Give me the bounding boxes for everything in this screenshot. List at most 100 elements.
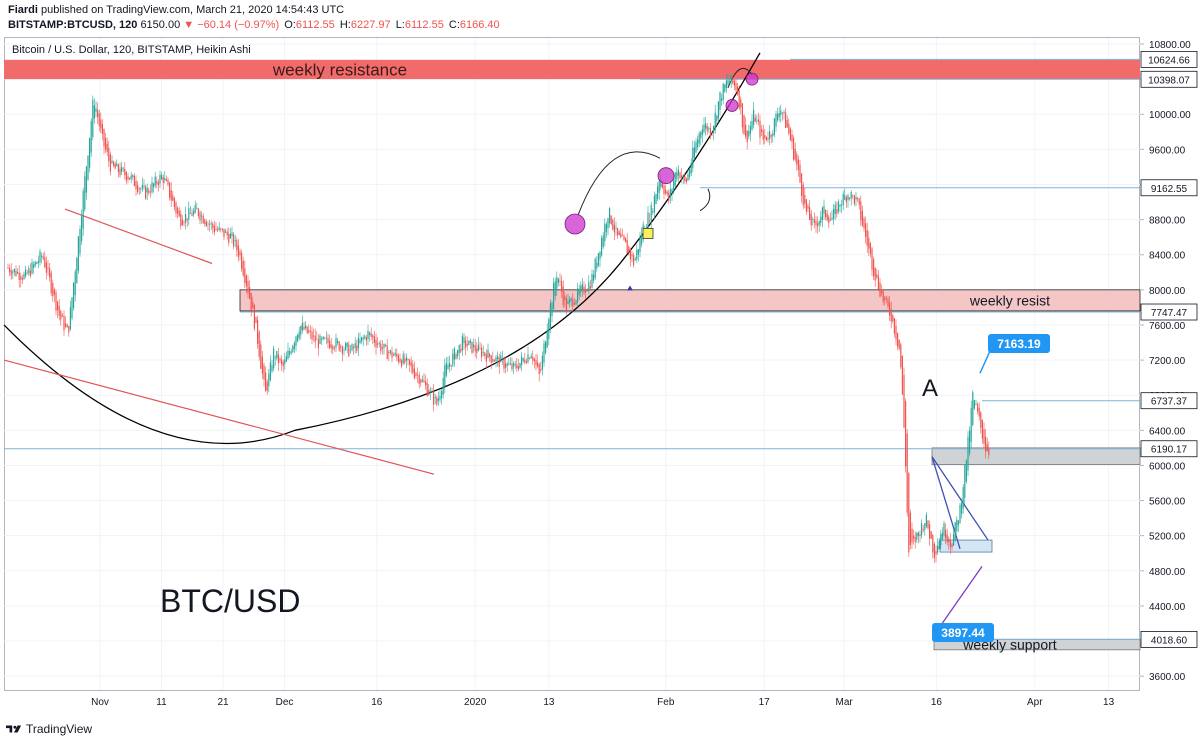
candle-body: [628, 246, 630, 252]
candle-body: [777, 113, 779, 121]
candle-body: [29, 270, 31, 276]
candle-body: [365, 337, 367, 341]
candle-body: [685, 178, 687, 183]
candle-body: [821, 207, 823, 220]
candle-body: [66, 324, 68, 328]
price-label-box: [1140, 70, 1198, 88]
candle-body: [45, 262, 47, 273]
price-axis[interactable]: 3600.004000.004400.004800.005200.005600.…: [1140, 40, 1198, 683]
candle-body: [842, 194, 844, 206]
candle-body: [889, 302, 891, 316]
candle-body: [929, 524, 931, 539]
candle-body: [124, 168, 126, 176]
candle-body: [154, 176, 156, 186]
candle-body: [12, 271, 14, 273]
candle-body: [23, 273, 25, 279]
candle-body: [836, 209, 838, 214]
footer-brand[interactable]: TradingView: [6, 722, 92, 736]
candle-body: [721, 98, 723, 101]
candle-body: [385, 344, 387, 346]
candle-body: [826, 213, 828, 221]
publish-info: Fiardi published on TradingView.com, Mar…: [8, 4, 344, 16]
candle-body: [98, 113, 100, 126]
callout-label: 3897.44: [941, 626, 985, 640]
candle-body: [49, 268, 51, 278]
candle-body: [908, 473, 910, 553]
close-label: C:: [448, 19, 460, 31]
candle-body: [759, 120, 761, 138]
candle-body: [941, 532, 943, 540]
candle-body: [549, 303, 551, 330]
price-label-text: 7747.47: [1151, 308, 1188, 319]
candle-body: [559, 280, 561, 282]
candle-body: [799, 164, 801, 183]
x-tick-label: 11: [156, 697, 167, 708]
candle-body: [138, 188, 140, 190]
candle-body: [508, 363, 510, 365]
candle-body: [141, 184, 143, 189]
y-tick-label: 8400.00: [1149, 251, 1186, 262]
candle-body: [153, 183, 155, 188]
chart-frame[interactable]: [4, 37, 1140, 691]
candle-body: [724, 84, 726, 92]
candle-body: [306, 326, 308, 333]
candle-body: [829, 219, 831, 221]
candle-body: [335, 337, 337, 348]
candle-body: [85, 166, 87, 193]
candle-body: [981, 419, 983, 439]
candle-body: [303, 326, 305, 330]
candle-body: [914, 537, 916, 543]
zone-rect: [239, 289, 1141, 312]
candle-body: [613, 224, 615, 233]
candle-body: [199, 212, 201, 221]
candle-body: [922, 529, 924, 531]
candle-body: [487, 349, 489, 358]
candle-body: [594, 258, 596, 278]
candle-body: [943, 523, 945, 537]
candle-body: [340, 346, 342, 348]
candle-body: [36, 262, 38, 264]
candle-body: [676, 172, 678, 180]
candle-body: [162, 177, 164, 183]
candle-body: [188, 207, 190, 220]
candle-body: [581, 283, 583, 290]
candle-body: [620, 233, 622, 238]
candle-body: [178, 210, 180, 217]
candle-body: [953, 534, 955, 546]
time-axis[interactable]: Nov 11 21 Dec 16 2020 13 Feb 17 Mar 16 Apr 13: [91, 697, 1114, 708]
candle-body: [597, 253, 599, 266]
candle-body: [834, 204, 836, 214]
author-name[interactable]: Fiardi: [8, 4, 38, 16]
candle-body: [173, 198, 175, 207]
candle-body: [210, 223, 212, 225]
candle-body: [418, 374, 420, 385]
candle-body: [674, 172, 676, 186]
candle-body: [79, 228, 81, 254]
candle-body: [524, 359, 526, 363]
candle-body: [505, 363, 507, 368]
candle-body: [357, 337, 359, 349]
candle-body: [497, 356, 499, 360]
candle-body: [649, 220, 651, 222]
price-callout: 3897.44: [932, 623, 994, 642]
candle-body: [466, 343, 468, 346]
candle-body: [109, 154, 111, 172]
candle-body: [860, 201, 862, 221]
candle-body: [861, 210, 863, 226]
candle-body: [626, 239, 628, 254]
x-tick-label: 21: [217, 697, 229, 708]
candle-body: [745, 124, 747, 137]
x-tick-label: 13: [1103, 697, 1115, 708]
candle-body: [297, 334, 299, 342]
candle-body: [809, 207, 811, 221]
candle-body: [50, 272, 52, 294]
candle-body: [617, 228, 619, 236]
candle-body: [42, 256, 44, 259]
candle-body: [818, 221, 820, 225]
footer-brand-label: TradingView: [26, 722, 93, 736]
candle-body: [359, 339, 361, 344]
bounce-arc: [727, 67, 753, 89]
candle-body: [266, 381, 268, 391]
candle-body: [189, 213, 191, 214]
